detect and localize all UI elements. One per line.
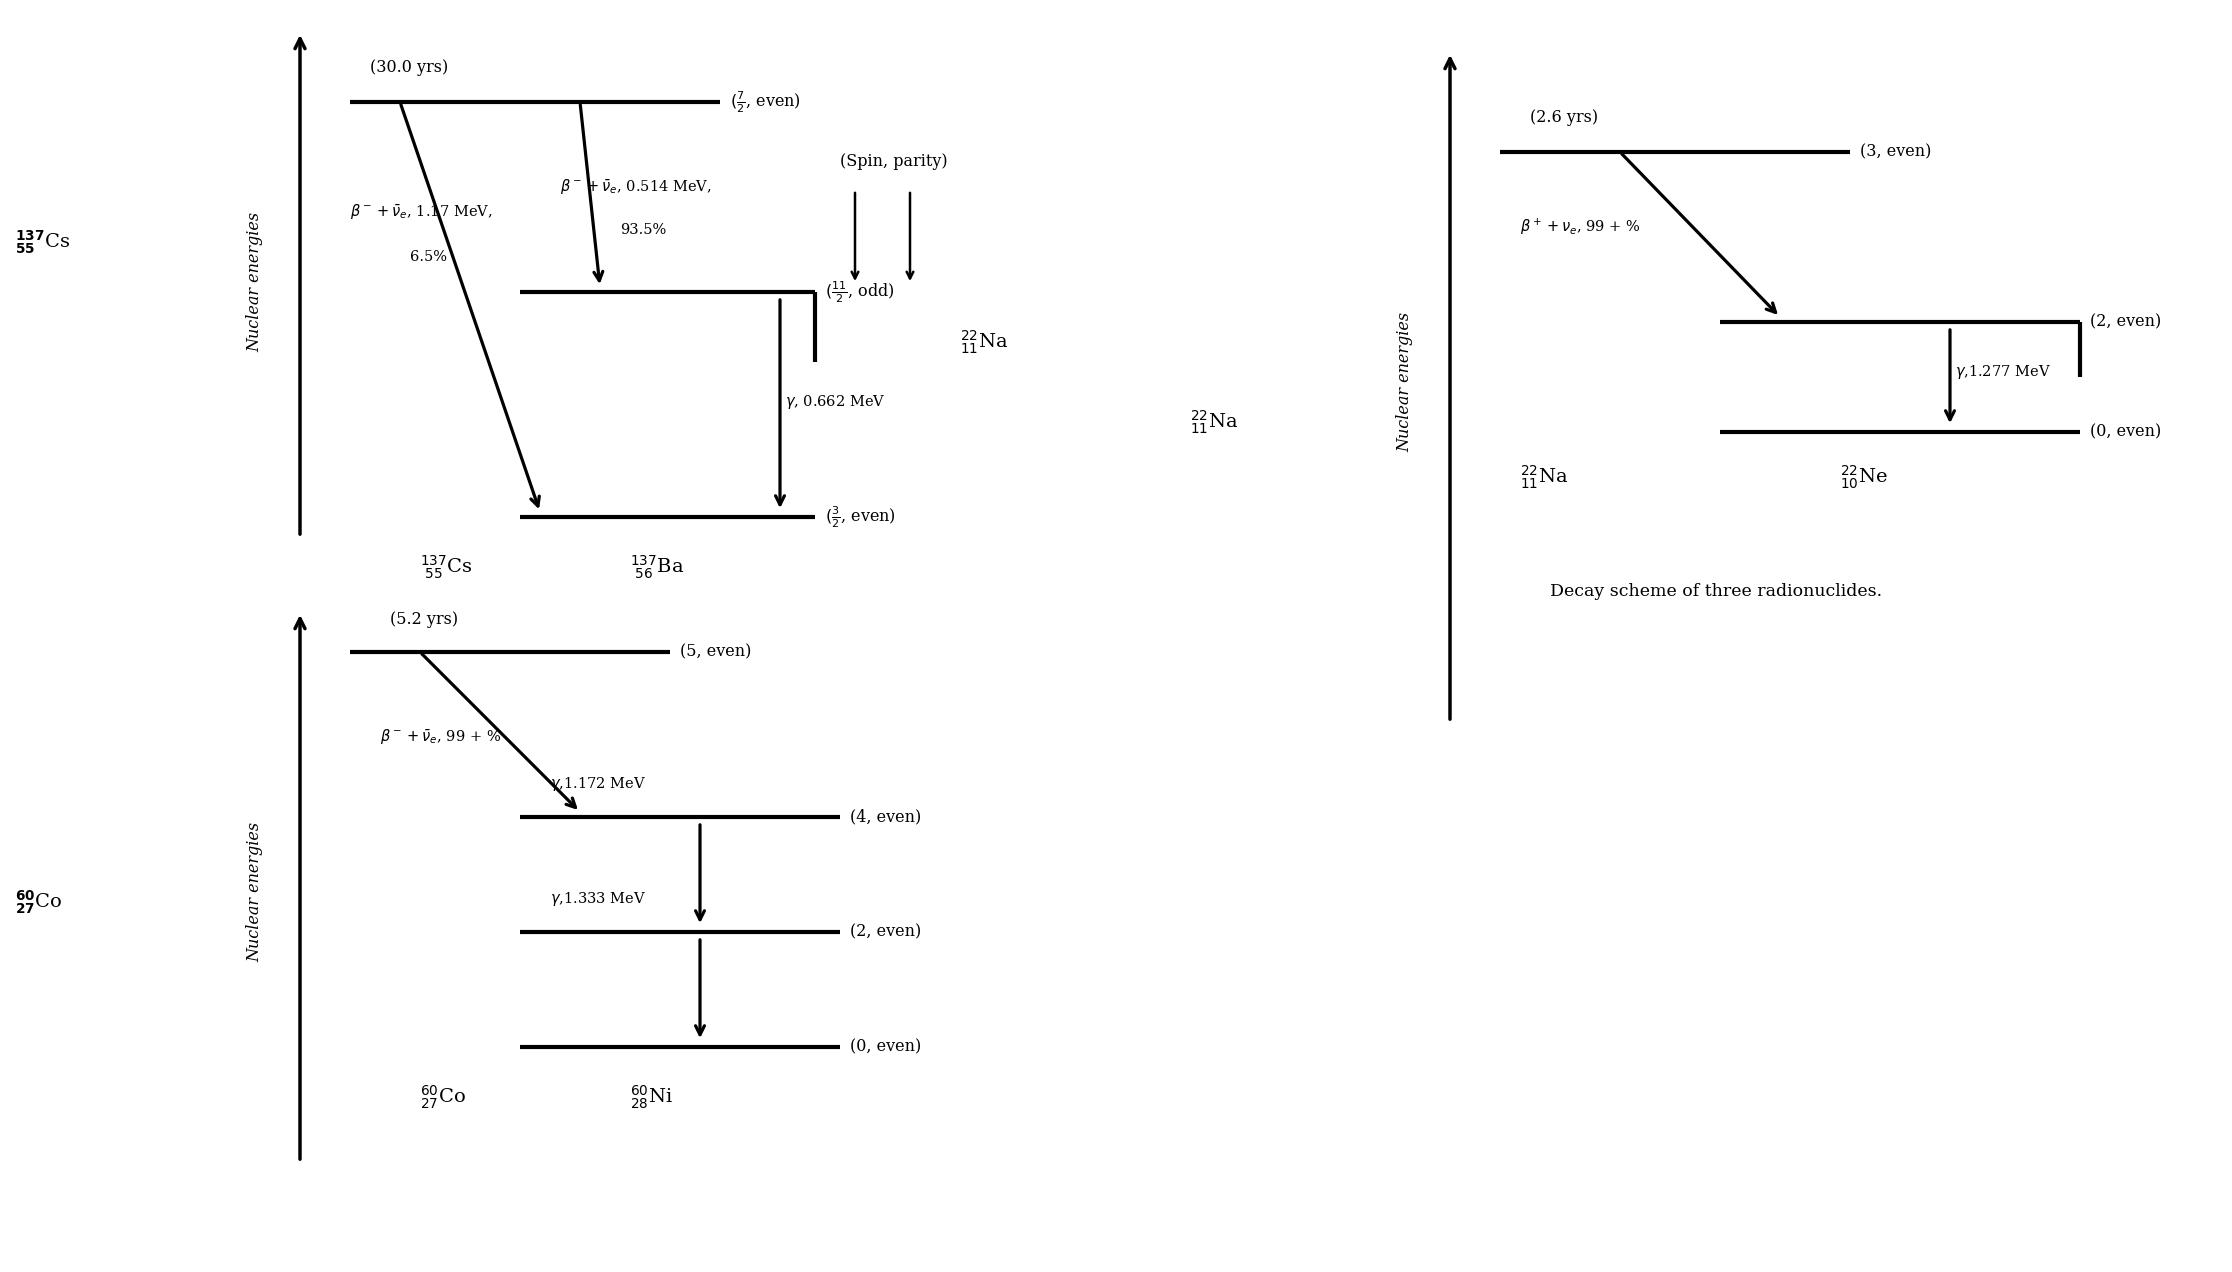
Text: $^{22}_{11}$Na: $^{22}_{11}$Na <box>1190 408 1239 436</box>
Text: (Spin, parity): (Spin, parity) <box>839 154 949 170</box>
Text: $^{137}_{\ 55}$Cs: $^{137}_{\ 55}$Cs <box>420 553 473 581</box>
Text: $\gamma$,1.333 MeV: $\gamma$,1.333 MeV <box>549 890 647 908</box>
Text: (30.0 yrs): (30.0 yrs) <box>371 59 449 75</box>
Text: $(\frac{11}{2}$, odd): $(\frac{11}{2}$, odd) <box>826 279 895 305</box>
Text: (4, even): (4, even) <box>850 809 922 826</box>
Text: $\beta^-+\bar{\nu}_e$, 0.514 MeV,: $\beta^-+\bar{\nu}_e$, 0.514 MeV, <box>560 178 712 196</box>
Text: $\mathbf{^{137}_{55}}$Cs: $\mathbf{^{137}_{55}}$Cs <box>16 228 69 256</box>
Text: $^{60}_{28}$Ni: $^{60}_{28}$Ni <box>629 1084 674 1110</box>
Text: Nuclear energies: Nuclear energies <box>246 822 263 962</box>
Text: 93.5%: 93.5% <box>620 223 665 237</box>
Text: $^{22}_{10}$Ne: $^{22}_{10}$Ne <box>1839 463 1888 491</box>
Text: (2, even): (2, even) <box>2089 313 2161 331</box>
Text: $(\frac{7}{2}$, even): $(\frac{7}{2}$, even) <box>730 89 801 114</box>
Text: (5, even): (5, even) <box>681 644 752 660</box>
Text: $^{60}_{27}$Co: $^{60}_{27}$Co <box>420 1084 466 1110</box>
Text: $\beta^-+\bar{\nu}_e$, 1.17 MeV,: $\beta^-+\bar{\nu}_e$, 1.17 MeV, <box>350 202 493 221</box>
Text: $\mathbf{^{60}_{27}}$Co: $\mathbf{^{60}_{27}}$Co <box>16 888 62 916</box>
Text: $\gamma$, 0.662 MeV: $\gamma$, 0.662 MeV <box>786 393 886 411</box>
Text: (2, even): (2, even) <box>850 923 922 940</box>
Text: $(\frac{3}{2}$, even): $(\frac{3}{2}$, even) <box>826 504 895 530</box>
Text: Nuclear energies: Nuclear energies <box>246 212 263 352</box>
Text: $\beta^++\nu_e$, 99 + %: $\beta^++\nu_e$, 99 + % <box>1520 216 1641 237</box>
Text: $\beta^-+\bar{\nu}_e$, 99 + %: $\beta^-+\bar{\nu}_e$, 99 + % <box>379 728 500 747</box>
Text: Nuclear energies: Nuclear energies <box>1397 312 1413 452</box>
Text: $\gamma$,1.172 MeV: $\gamma$,1.172 MeV <box>549 775 647 792</box>
Text: $^{22}_{11}$Na: $^{22}_{11}$Na <box>960 328 1009 356</box>
Text: 6.5%: 6.5% <box>411 251 446 265</box>
Text: (0, even): (0, even) <box>2089 424 2161 440</box>
Text: Decay scheme of three radionuclides.: Decay scheme of three radionuclides. <box>1549 584 1882 600</box>
Text: (3, even): (3, even) <box>1859 144 1931 160</box>
Text: $^{137}_{\ 56}$Ba: $^{137}_{\ 56}$Ba <box>629 553 685 581</box>
Text: $^{22}_{11}$Na: $^{22}_{11}$Na <box>1520 463 1569 491</box>
Text: $\gamma$,1.277 MeV: $\gamma$,1.277 MeV <box>1955 363 2051 382</box>
Text: (5.2 yrs): (5.2 yrs) <box>391 612 458 628</box>
Text: (0, even): (0, even) <box>850 1038 922 1056</box>
Text: (2.6 yrs): (2.6 yrs) <box>1529 108 1598 126</box>
